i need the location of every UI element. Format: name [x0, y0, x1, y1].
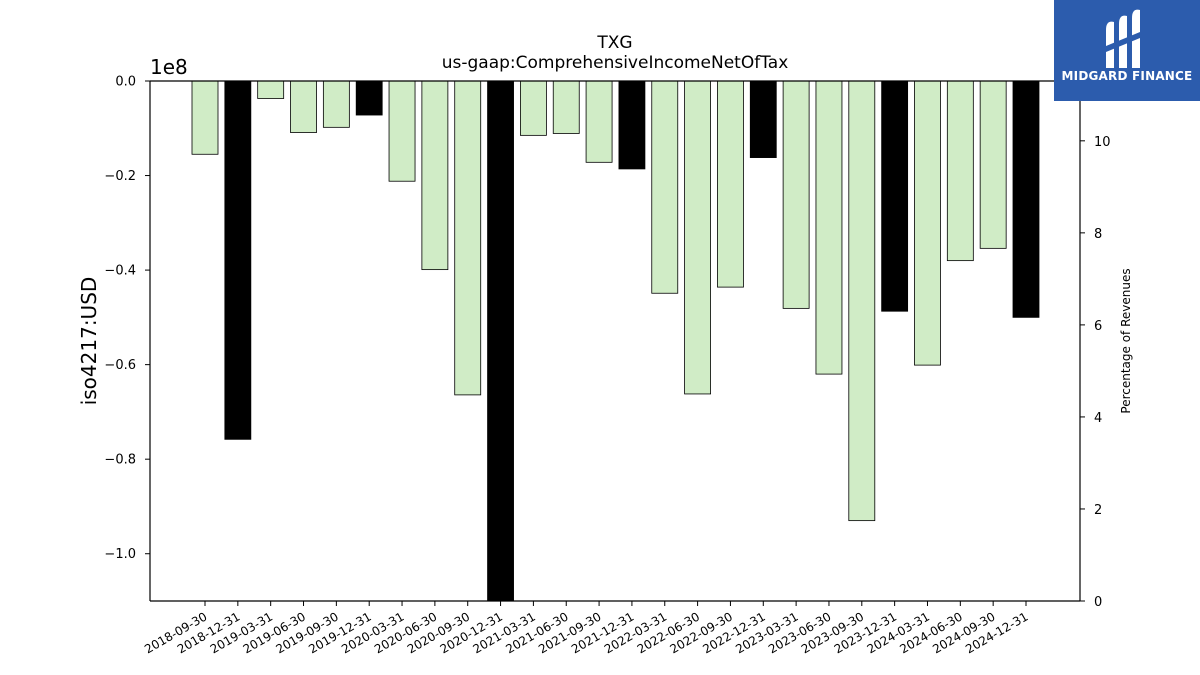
y-tick-label: −0.6 [104, 358, 136, 373]
bar-2024-06-30 [946, 80, 974, 262]
midgard-logo-icon [1106, 9, 1140, 68]
bar-2023-09-30 [848, 80, 876, 522]
bars-group [191, 80, 1040, 602]
bar-2022-12-31 [749, 80, 777, 158]
bar-2022-06-30 [684, 80, 711, 395]
bar-2018-09-30 [191, 80, 219, 155]
bar-2020-03-31 [388, 80, 416, 182]
brand-logo: MIDGARD FINANCE [1054, 0, 1200, 101]
bar-2022-03-31 [651, 80, 679, 294]
bar-2021-12-31 [618, 80, 646, 170]
y2-tick-label: 8 [1094, 227, 1102, 242]
bar-2024-09-30 [979, 80, 1007, 249]
bar-2023-06-30 [815, 80, 843, 375]
bar-2019-09-30 [322, 80, 350, 128]
y2-tick-label: 0 [1094, 595, 1102, 610]
y-tick-label: −0.4 [104, 264, 136, 279]
bar-2024-12-31 [1012, 80, 1040, 318]
y-axis-label: iso4217:USD [77, 277, 101, 406]
bar-2018-12-31 [224, 80, 252, 440]
bar-2023-12-31 [881, 80, 909, 312]
bar-2019-06-30 [290, 80, 317, 133]
chart-subtitle: us-gaap:ComprehensiveIncomeNetOfTax [442, 53, 789, 73]
y-offset-label: 1e8 [150, 55, 188, 79]
chart-title: TXG [596, 33, 632, 53]
bar-2019-12-31 [355, 80, 383, 116]
y2-tick-label: 10 [1094, 135, 1111, 150]
bar-2023-03-31 [782, 80, 810, 309]
y2-axis-label: Percentage of Revenues [1119, 268, 1133, 413]
bar-2020-09-30 [454, 80, 482, 396]
y2-tick-label: 2 [1094, 503, 1102, 518]
bar-2021-09-30 [585, 80, 613, 163]
y-tick-label: −1.0 [104, 547, 136, 562]
bar-2020-12-31 [487, 80, 514, 602]
brand-name: MIDGARD FINANCE [1061, 69, 1193, 83]
bar-2021-06-30 [552, 80, 580, 134]
bar-2019-03-31 [257, 80, 285, 99]
bar-2021-03-31 [520, 80, 547, 136]
y2-tick-label: 6 [1094, 319, 1102, 334]
y-tick-label: −0.8 [104, 453, 136, 468]
y-tick-label: −0.2 [104, 169, 136, 184]
bar-2022-09-30 [717, 80, 744, 288]
bar-2020-06-30 [421, 80, 449, 271]
bar-2024-03-31 [914, 80, 941, 366]
y2-tick-label: 4 [1094, 411, 1102, 426]
y-tick-label: 0.0 [115, 75, 136, 90]
